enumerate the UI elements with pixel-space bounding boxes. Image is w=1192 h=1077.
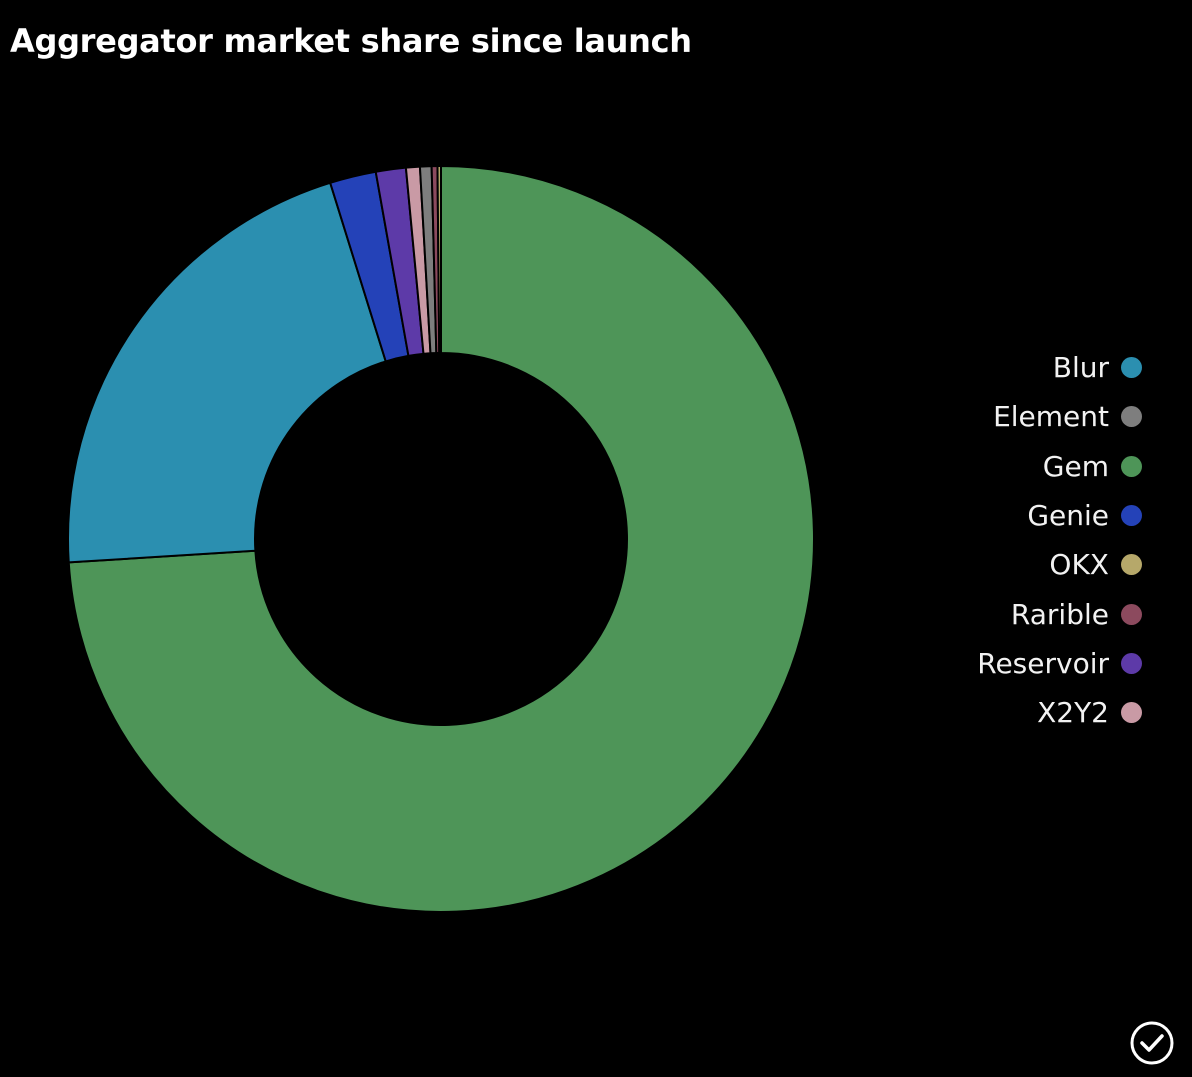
legend-label: Genie xyxy=(1027,499,1109,533)
legend-item-blur[interactable]: Blur xyxy=(1053,343,1142,392)
legend-label: X2Y2 xyxy=(1037,696,1109,730)
legend-swatch xyxy=(1121,603,1142,625)
legend-swatch xyxy=(1121,455,1142,477)
legend-item-gem[interactable]: Gem xyxy=(1043,442,1142,491)
legend-label: Gem xyxy=(1042,449,1109,483)
legend-item-okx[interactable]: OKX xyxy=(1049,540,1142,589)
chart-title: Aggregator market share since launch xyxy=(10,22,692,60)
legend-swatch xyxy=(1121,702,1142,724)
legend: Blur Element Gem Genie OKX Rarible Reservoir X2… xyxy=(977,343,1142,737)
legend-swatch xyxy=(1121,406,1142,428)
legend-item-element[interactable]: Element xyxy=(993,392,1142,441)
legend-item-x2y2[interactable]: X2Y2 xyxy=(1037,688,1142,737)
check-circle-icon[interactable] xyxy=(1129,1020,1175,1066)
legend-swatch xyxy=(1121,652,1142,674)
legend-item-reservoir[interactable]: Reservoir xyxy=(977,639,1142,688)
slice-blur[interactable] xyxy=(67,181,387,564)
slice-gem[interactable] xyxy=(67,165,815,913)
legend-label: Reservoir xyxy=(977,646,1109,680)
legend-swatch xyxy=(1121,357,1142,379)
legend-label: Element xyxy=(993,400,1109,434)
legend-label: Rarible xyxy=(1010,597,1109,631)
legend-label: OKX xyxy=(1049,548,1109,582)
donut-chart xyxy=(67,165,815,913)
slice-okx[interactable] xyxy=(436,165,442,355)
legend-item-rarible[interactable]: Rarible xyxy=(1011,589,1142,638)
legend-swatch xyxy=(1121,505,1142,527)
legend-swatch xyxy=(1121,554,1142,576)
legend-label: Blur xyxy=(1052,351,1109,385)
legend-item-genie[interactable]: Genie xyxy=(1027,491,1142,540)
